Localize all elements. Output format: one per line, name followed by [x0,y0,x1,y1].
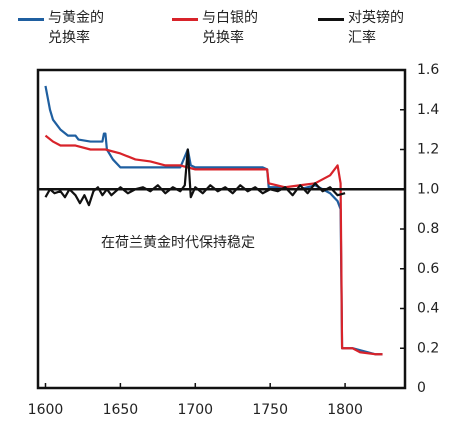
legend-label: 与黄金的 兑换率 [48,10,104,46]
legend-swatch [18,18,44,21]
y-tick-label: 0 [417,380,426,396]
x-tick-label: 1800 [327,402,363,418]
series-line [44,85,383,356]
y-tick-label: 1.6 [417,62,439,78]
series-line [44,134,383,356]
y-tick-label: 0.8 [417,221,439,237]
y-tick-label: 0.2 [417,340,439,356]
y-tick-label: 1.4 [417,102,439,118]
series-line [44,148,346,207]
x-tick-label: 1750 [252,402,288,418]
plot-frame [36,68,407,390]
y-tick-label: 0.4 [417,301,439,317]
y-tick-label: 0.6 [417,261,439,277]
y-tick-label: 1.2 [417,142,439,158]
annotation: 在荷兰黄金时代保持稳定 [101,234,255,251]
legend: 与黄金的 兑换率 与白银的 兑换率 对英镑的 汇率 [0,8,457,58]
y-tick-label: 1.0 [417,181,439,197]
legend-label: 与白银的 兑换率 [202,10,258,46]
legend-swatch [318,18,344,21]
x-tick-label: 1650 [103,402,139,418]
x-tick-label: 1700 [177,402,213,418]
x-tick-label: 1600 [28,402,64,418]
legend-label: 对英镑的 汇率 [348,10,404,46]
legend-swatch [172,18,198,21]
